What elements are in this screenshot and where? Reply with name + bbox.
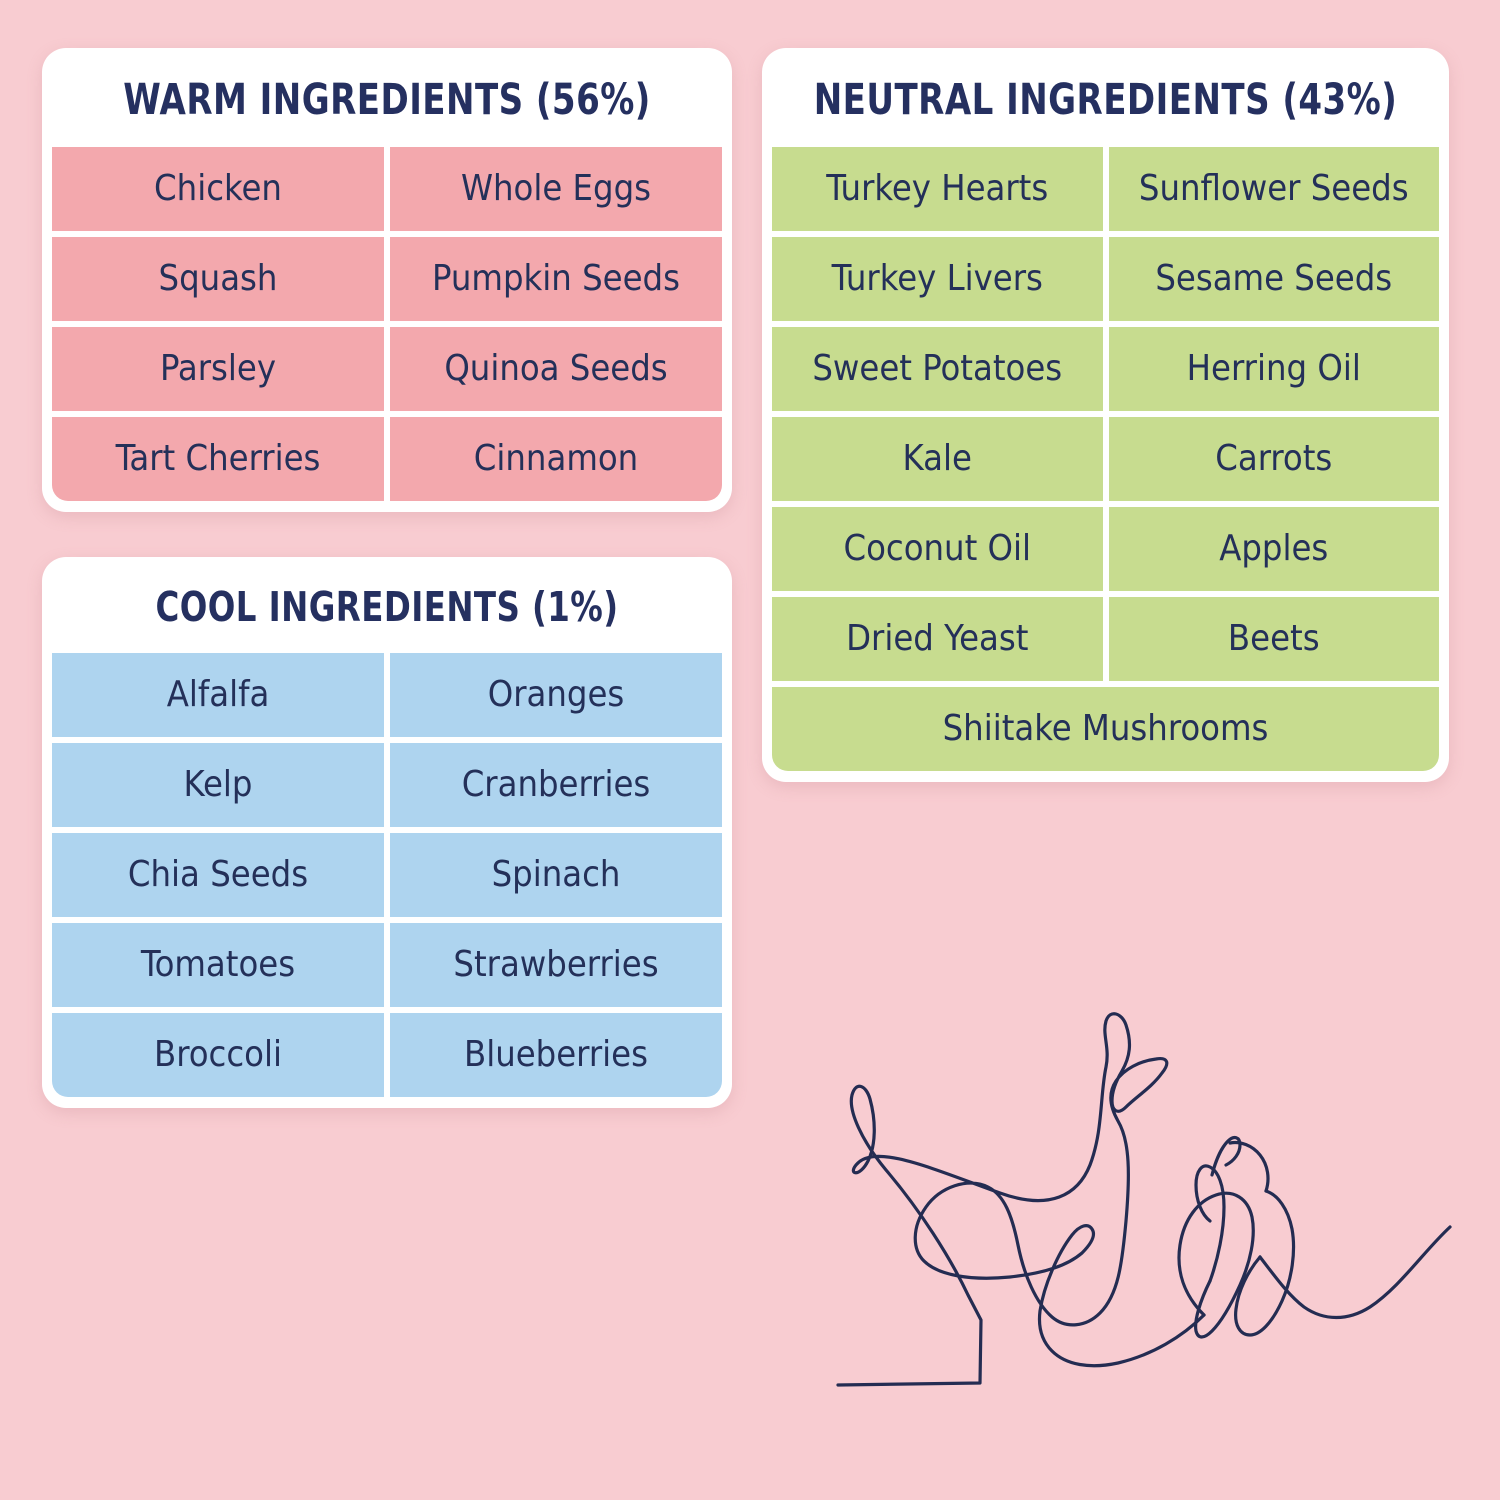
- ingredient-cell[interactable]: Squash: [52, 237, 384, 321]
- hen-and-squash-line-drawing-icon: [800, 995, 1460, 1425]
- cool-card-title: COOL INGREDIENTS (1%): [155, 583, 619, 631]
- ingredient-cell[interactable]: Sesame Seeds: [1108, 237, 1439, 321]
- ingredient-cell[interactable]: Whole Eggs: [390, 147, 722, 231]
- neutral-card-title: NEUTRAL INGREDIENTS (43%): [813, 75, 1398, 125]
- neutral-ingredients-grid: Turkey Hearts Sunflower Seeds Turkey Liv…: [762, 147, 1449, 782]
- ingredient-cell[interactable]: Cranberries: [390, 743, 722, 827]
- ingredient-cell[interactable]: Turkey Livers: [772, 237, 1103, 321]
- ingredient-cell[interactable]: Tomatoes: [52, 923, 384, 1007]
- neutral-ingredients-card: NEUTRAL INGREDIENTS (43%) Turkey Hearts …: [762, 48, 1449, 782]
- ingredient-cell[interactable]: Coconut Oil: [772, 507, 1103, 591]
- ingredient-cell[interactable]: Strawberries: [390, 923, 722, 1007]
- ingredient-cell[interactable]: Kelp: [52, 743, 384, 827]
- ingredient-cell[interactable]: Kale: [772, 417, 1103, 501]
- ingredient-cell[interactable]: Chicken: [52, 147, 384, 231]
- ingredient-cell[interactable]: Beets: [1108, 597, 1439, 681]
- cool-ingredients-card: COOL INGREDIENTS (1%) Alfalfa Oranges Ke…: [42, 557, 732, 1108]
- ingredient-cell[interactable]: Chia Seeds: [52, 833, 384, 917]
- ingredient-cell[interactable]: Alfalfa: [52, 653, 384, 737]
- warm-card-title: WARM INGREDIENTS (56%): [123, 75, 651, 125]
- ingredient-cell[interactable]: Shiitake Mushrooms: [772, 687, 1439, 771]
- ingredient-cell[interactable]: Parsley: [52, 327, 384, 411]
- ingredient-cell[interactable]: Oranges: [390, 653, 722, 737]
- ingredient-cell[interactable]: Broccoli: [52, 1013, 384, 1097]
- ingredient-cell[interactable]: Apples: [1108, 507, 1439, 591]
- ingredient-cell[interactable]: Spinach: [390, 833, 722, 917]
- ingredient-cell[interactable]: Carrots: [1108, 417, 1439, 501]
- ingredient-cell[interactable]: Herring Oil: [1108, 327, 1439, 411]
- ingredient-cell[interactable]: Pumpkin Seeds: [390, 237, 722, 321]
- ingredient-cell[interactable]: Tart Cherries: [52, 417, 384, 501]
- ingredient-cell[interactable]: Turkey Hearts: [772, 147, 1103, 231]
- ingredient-cell[interactable]: Sweet Potatoes: [772, 327, 1103, 411]
- ingredient-cell[interactable]: Blueberries: [390, 1013, 722, 1097]
- ingredient-cell[interactable]: Quinoa Seeds: [390, 327, 722, 411]
- ingredient-cell[interactable]: Cinnamon: [390, 417, 722, 501]
- ingredient-cell[interactable]: Sunflower Seeds: [1108, 147, 1439, 231]
- ingredient-cell[interactable]: Dried Yeast: [772, 597, 1103, 681]
- warm-ingredients-card: WARM INGREDIENTS (56%) Chicken Whole Egg…: [42, 48, 732, 512]
- warm-ingredients-grid: Chicken Whole Eggs Squash Pumpkin Seeds …: [42, 147, 732, 512]
- cool-ingredients-grid: Alfalfa Oranges Kelp Cranberries Chia Se…: [42, 653, 732, 1108]
